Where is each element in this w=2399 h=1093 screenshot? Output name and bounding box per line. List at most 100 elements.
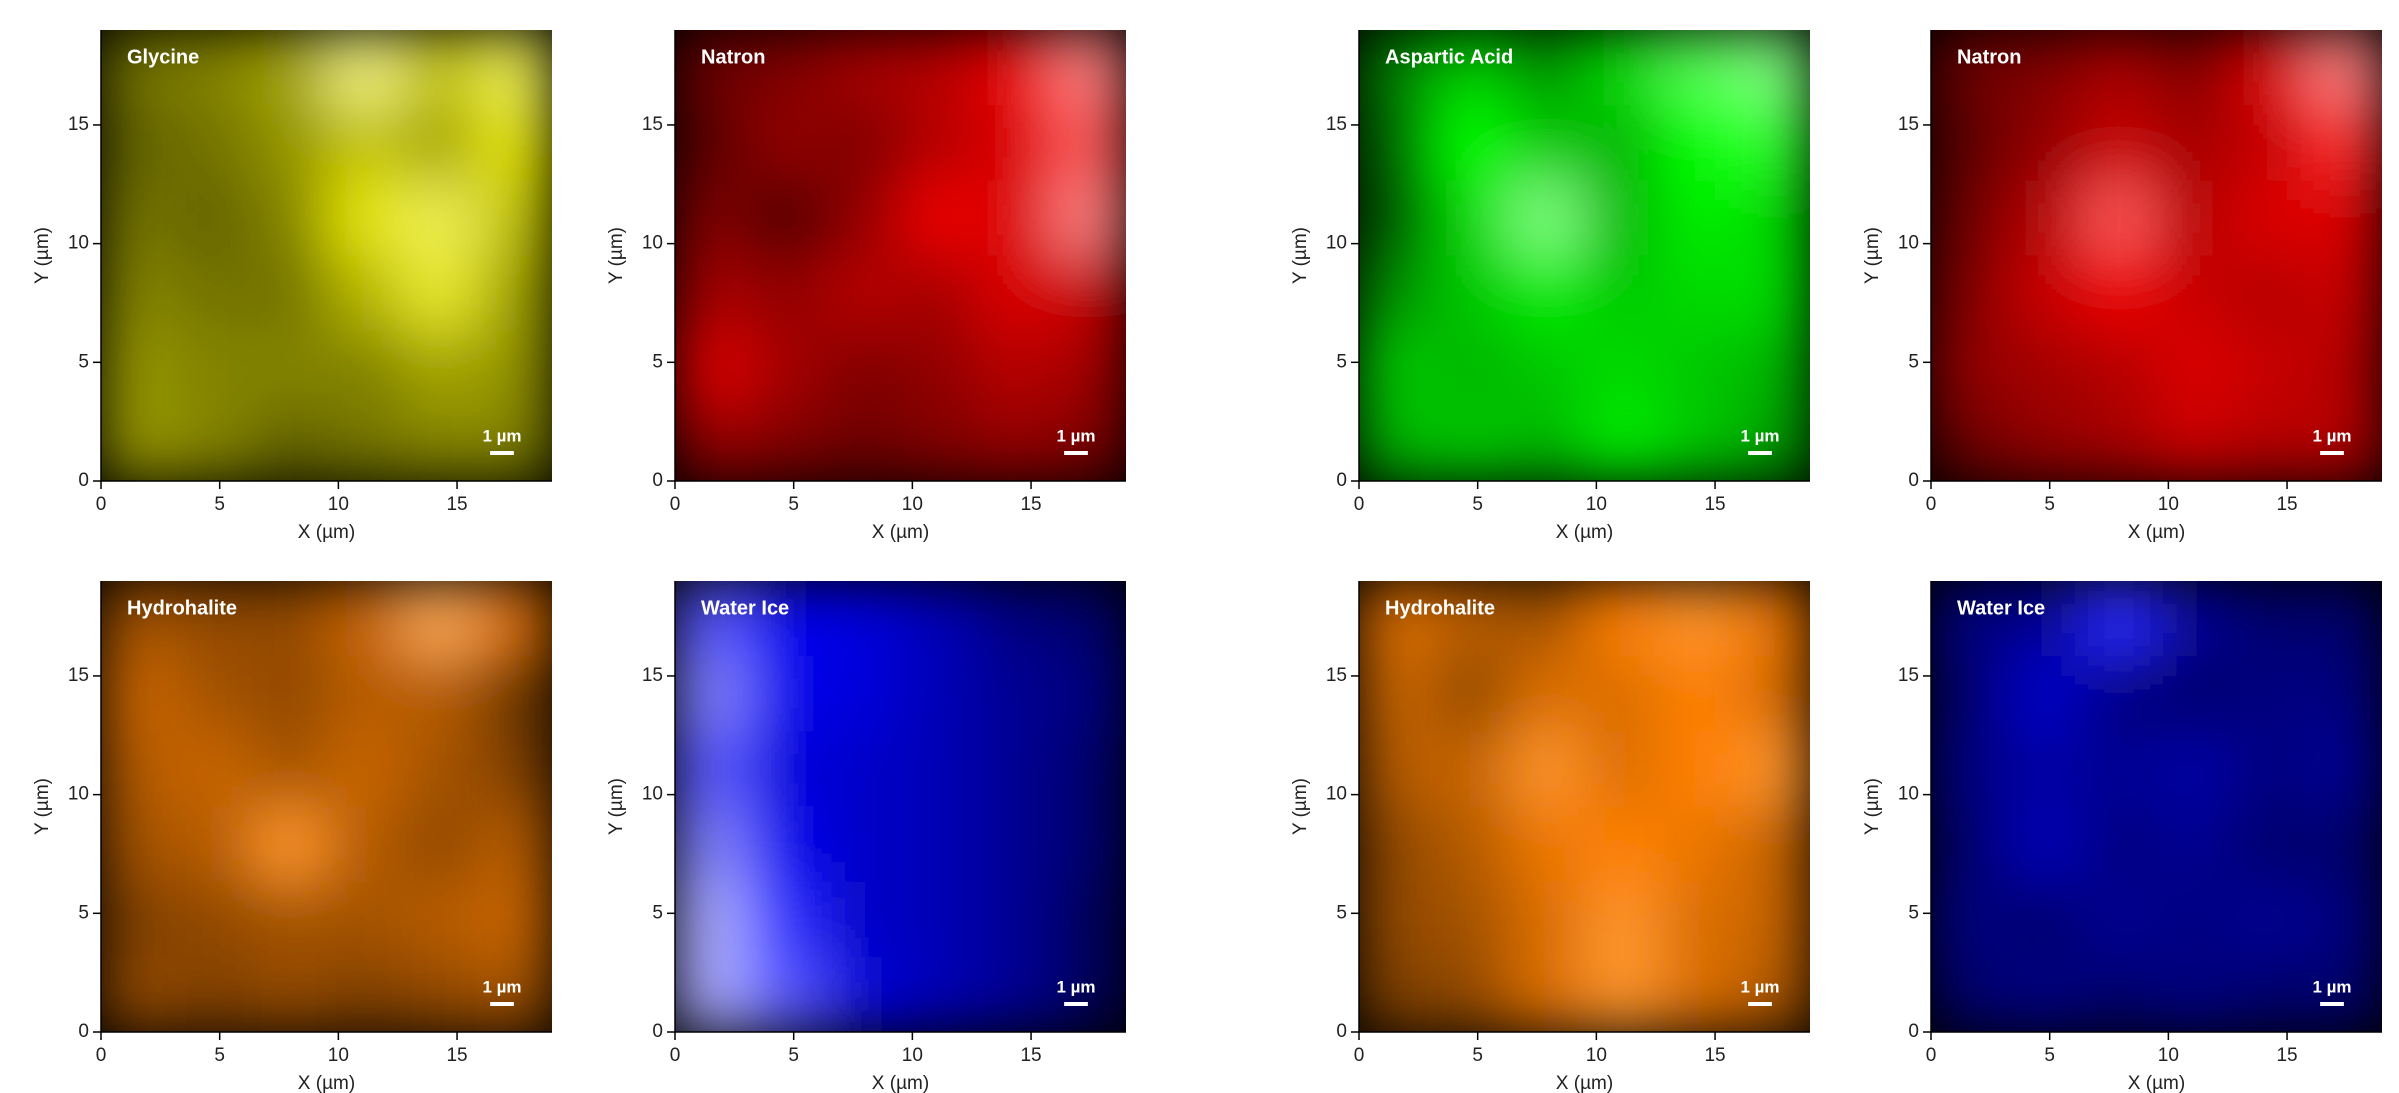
cell bbox=[975, 255, 1052, 332]
scalebar-label: 1 µm bbox=[482, 426, 521, 445]
cell bbox=[1050, 105, 1126, 181]
cell bbox=[401, 105, 478, 181]
x-tick-label: 15 bbox=[1020, 1045, 1041, 1066]
scalebar-label: 1 µm bbox=[1056, 426, 1095, 445]
cell bbox=[401, 405, 478, 481]
cell bbox=[2231, 180, 2308, 256]
cell bbox=[2231, 806, 2308, 883]
cell bbox=[1434, 881, 1510, 958]
cell bbox=[1659, 255, 1736, 332]
cell bbox=[401, 806, 478, 883]
cell bbox=[401, 881, 478, 958]
cell bbox=[401, 30, 478, 106]
y-tick-label: 5 bbox=[652, 351, 663, 372]
cell bbox=[1659, 881, 1736, 958]
cell bbox=[251, 881, 327, 958]
cell bbox=[1050, 405, 1126, 481]
cell bbox=[975, 881, 1052, 958]
cell bbox=[825, 731, 901, 807]
cell bbox=[1509, 180, 1585, 256]
y-axis-label: Y (µm) bbox=[32, 227, 53, 284]
y-tick-label: 15 bbox=[1326, 665, 1347, 686]
cell bbox=[675, 30, 751, 106]
cell bbox=[2306, 581, 2382, 657]
cell bbox=[975, 30, 1052, 106]
cell bbox=[251, 656, 327, 732]
cell bbox=[101, 180, 177, 256]
cell bbox=[2006, 30, 2082, 106]
cell bbox=[825, 30, 901, 106]
cell bbox=[2306, 330, 2382, 407]
cell bbox=[2081, 180, 2157, 256]
panel-title: Glycine bbox=[127, 46, 199, 68]
cell bbox=[1931, 105, 2007, 181]
cell bbox=[1509, 30, 1585, 106]
cell bbox=[1359, 806, 1435, 883]
cell bbox=[2231, 881, 2308, 958]
cell bbox=[1509, 956, 1585, 1032]
x-axis-label: X (µm) bbox=[872, 1073, 929, 1093]
y-axis-label: Y (µm) bbox=[606, 778, 627, 835]
x-tick-label: 10 bbox=[328, 494, 349, 515]
cell bbox=[2006, 656, 2082, 732]
cell bbox=[1584, 806, 1661, 883]
cell bbox=[825, 881, 901, 958]
cell bbox=[2081, 956, 2157, 1032]
y-tick-label: 10 bbox=[68, 784, 89, 805]
cell bbox=[401, 956, 478, 1032]
cell bbox=[2156, 405, 2233, 481]
cell bbox=[1659, 405, 1736, 481]
cell bbox=[476, 180, 552, 256]
x-tick-label: 5 bbox=[214, 1045, 225, 1066]
cell bbox=[750, 731, 826, 807]
cell bbox=[2156, 881, 2233, 958]
cell bbox=[675, 956, 751, 1032]
cell bbox=[101, 255, 177, 332]
scalebar bbox=[1748, 451, 1772, 455]
cell bbox=[2231, 30, 2308, 106]
cell bbox=[1734, 881, 1810, 958]
y-tick-label: 5 bbox=[652, 902, 663, 923]
cell bbox=[326, 731, 403, 807]
cell bbox=[176, 105, 252, 181]
cell bbox=[1734, 255, 1810, 332]
panel-title: Hydrohalite bbox=[127, 597, 237, 619]
cell bbox=[401, 180, 478, 256]
cell bbox=[675, 656, 751, 732]
cell bbox=[326, 255, 403, 332]
cell bbox=[1931, 581, 2007, 657]
cell bbox=[750, 180, 826, 256]
x-tick-label: 15 bbox=[1020, 494, 1041, 515]
y-tick-label: 0 bbox=[1908, 470, 1919, 491]
cell bbox=[476, 581, 552, 657]
cell bbox=[476, 881, 552, 958]
cell bbox=[1359, 581, 1435, 657]
cell bbox=[401, 731, 478, 807]
cell bbox=[1931, 806, 2007, 883]
cell bbox=[2081, 30, 2157, 106]
cell bbox=[1359, 731, 1435, 807]
cell bbox=[2081, 330, 2157, 407]
x-tick-label: 10 bbox=[328, 1045, 349, 1066]
x-tick-label: 10 bbox=[2158, 1045, 2179, 1066]
cell bbox=[1931, 330, 2007, 407]
x-tick-label: 15 bbox=[2276, 1045, 2297, 1066]
cell bbox=[1359, 881, 1435, 958]
cell bbox=[2231, 255, 2308, 332]
cell bbox=[1359, 30, 1435, 106]
cell bbox=[1584, 731, 1661, 807]
cell bbox=[900, 405, 977, 481]
cell bbox=[2006, 881, 2082, 958]
cell bbox=[2306, 255, 2382, 332]
cell bbox=[1734, 30, 1810, 106]
scalebar-label: 1 µm bbox=[2312, 426, 2351, 445]
cell bbox=[900, 956, 977, 1032]
cell bbox=[2156, 806, 2233, 883]
x-tick-label: 5 bbox=[214, 494, 225, 515]
cell bbox=[251, 105, 327, 181]
cell bbox=[101, 30, 177, 106]
x-axis-label: X (µm) bbox=[2128, 522, 2185, 543]
cell bbox=[2006, 330, 2082, 407]
scalebar bbox=[490, 1002, 514, 1006]
